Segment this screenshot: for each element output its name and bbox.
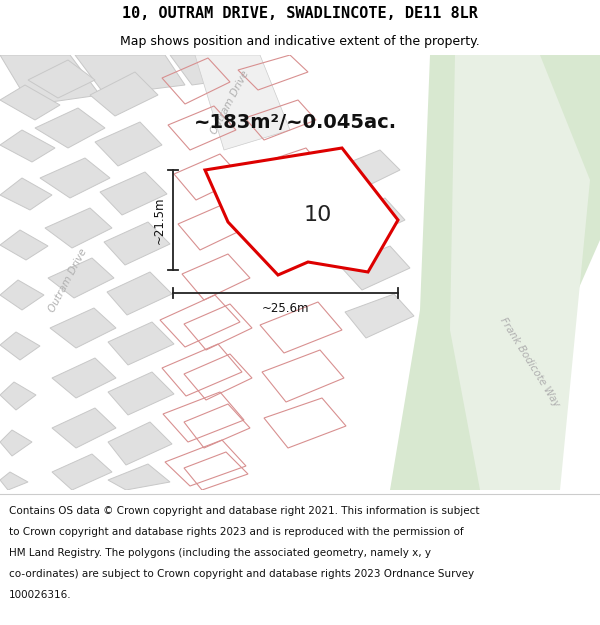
Polygon shape [0,382,36,410]
Polygon shape [335,198,405,242]
Polygon shape [205,148,398,275]
Polygon shape [104,222,170,265]
Polygon shape [450,55,590,490]
Polygon shape [330,150,400,192]
Polygon shape [0,472,28,490]
Polygon shape [0,178,52,210]
Polygon shape [195,55,290,150]
Polygon shape [48,258,114,298]
Polygon shape [108,322,174,365]
Text: Contains OS data © Crown copyright and database right 2021. This information is : Contains OS data © Crown copyright and d… [9,506,479,516]
Polygon shape [28,60,95,98]
Polygon shape [45,208,112,248]
Polygon shape [0,85,60,120]
Polygon shape [0,55,100,105]
Text: Frank Bodicote Way: Frank Bodicote Way [499,316,562,409]
Polygon shape [52,358,116,398]
Text: Outram Drive: Outram Drive [209,69,251,136]
Polygon shape [95,122,162,166]
Polygon shape [108,464,170,490]
Text: Map shows position and indicative extent of the property.: Map shows position and indicative extent… [120,35,480,48]
Polygon shape [0,332,40,360]
Text: ~25.6m: ~25.6m [262,302,309,316]
Text: Outram Drive: Outram Drive [47,246,89,314]
Polygon shape [107,272,172,315]
Text: co-ordinates) are subject to Crown copyright and database rights 2023 Ordnance S: co-ordinates) are subject to Crown copyr… [9,569,474,579]
Polygon shape [90,72,158,116]
Text: 10: 10 [304,205,332,225]
Polygon shape [170,55,242,85]
Polygon shape [100,172,167,215]
Text: 100026316.: 100026316. [9,590,71,600]
Polygon shape [0,230,48,260]
Polygon shape [0,130,55,162]
Polygon shape [108,422,172,465]
Text: 10, OUTRAM DRIVE, SWADLINCOTE, DE11 8LR: 10, OUTRAM DRIVE, SWADLINCOTE, DE11 8LR [122,6,478,21]
Polygon shape [340,246,410,290]
Polygon shape [50,308,116,348]
Polygon shape [35,108,105,148]
Polygon shape [75,55,185,95]
Text: ~183m²/~0.045ac.: ~183m²/~0.045ac. [193,112,397,131]
Polygon shape [390,55,600,490]
Polygon shape [40,158,110,198]
Polygon shape [108,372,174,415]
Text: ~21.5m: ~21.5m [152,196,166,244]
Polygon shape [345,294,414,338]
Text: to Crown copyright and database rights 2023 and is reproduced with the permissio: to Crown copyright and database rights 2… [9,527,464,537]
Polygon shape [0,280,44,310]
Text: HM Land Registry. The polygons (including the associated geometry, namely x, y: HM Land Registry. The polygons (includin… [9,548,431,558]
Polygon shape [0,430,32,456]
Polygon shape [52,454,112,490]
Polygon shape [52,408,116,448]
